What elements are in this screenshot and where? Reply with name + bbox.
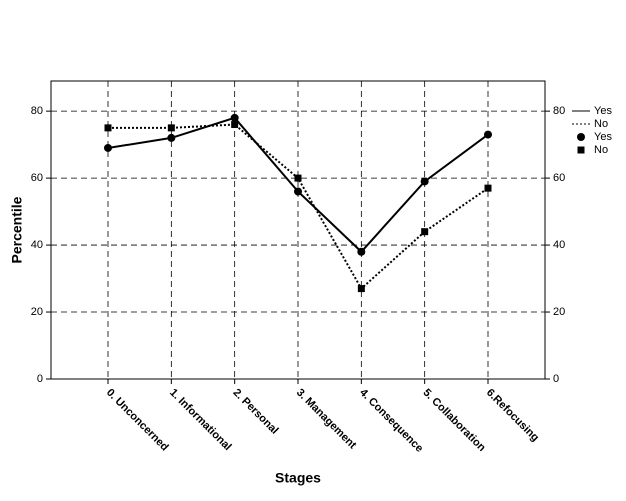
marker: [420, 177, 429, 186]
marker: [167, 124, 175, 132]
legend-marker: [577, 133, 585, 141]
y-tick-label: 60: [31, 172, 43, 184]
y2-tick-label: 80: [553, 105, 565, 117]
marker: [167, 133, 176, 142]
marker: [104, 124, 112, 132]
marker: [484, 184, 492, 192]
marker: [104, 143, 112, 152]
x-tick-label: 1. Informational: [167, 387, 233, 453]
y-tick-label: 80: [31, 105, 43, 117]
y-tick-label: 20: [31, 306, 43, 318]
x-tick-label: 4. Consequence: [357, 387, 425, 455]
legend-label: Yes: [594, 131, 612, 143]
y-axis-title: Percentile: [9, 196, 25, 263]
y2-tick-label: 20: [553, 306, 565, 318]
marker: [294, 174, 302, 182]
x-axis-title: Stages: [275, 470, 321, 486]
legend-marker: [577, 146, 585, 154]
marker: [421, 228, 429, 236]
marker: [357, 247, 366, 256]
y2-tick-label: 60: [553, 172, 565, 184]
marker: [230, 113, 239, 122]
plot-area: [50, 80, 546, 380]
marker: [484, 130, 492, 139]
marker: [294, 187, 302, 196]
x-tick-label: 3. Management: [294, 387, 359, 452]
x-tick-label: 5. Collaboration: [420, 387, 487, 454]
marker: [357, 285, 365, 293]
x-tick-label: 0. Unconcerned: [104, 387, 171, 454]
y2-tick-label: 0: [553, 373, 559, 385]
y-tick-label: 40: [31, 239, 43, 251]
legend-label: No: [594, 144, 608, 156]
y-tick-label: 0: [37, 373, 43, 385]
x-tick-label: 2. Personal: [230, 387, 280, 437]
marker: [231, 121, 239, 129]
legend-label: Yes: [594, 105, 612, 117]
legend-label: No: [594, 118, 608, 130]
x-tick-label: 6.Refocusing: [484, 387, 541, 444]
y2-tick-label: 40: [553, 239, 565, 251]
